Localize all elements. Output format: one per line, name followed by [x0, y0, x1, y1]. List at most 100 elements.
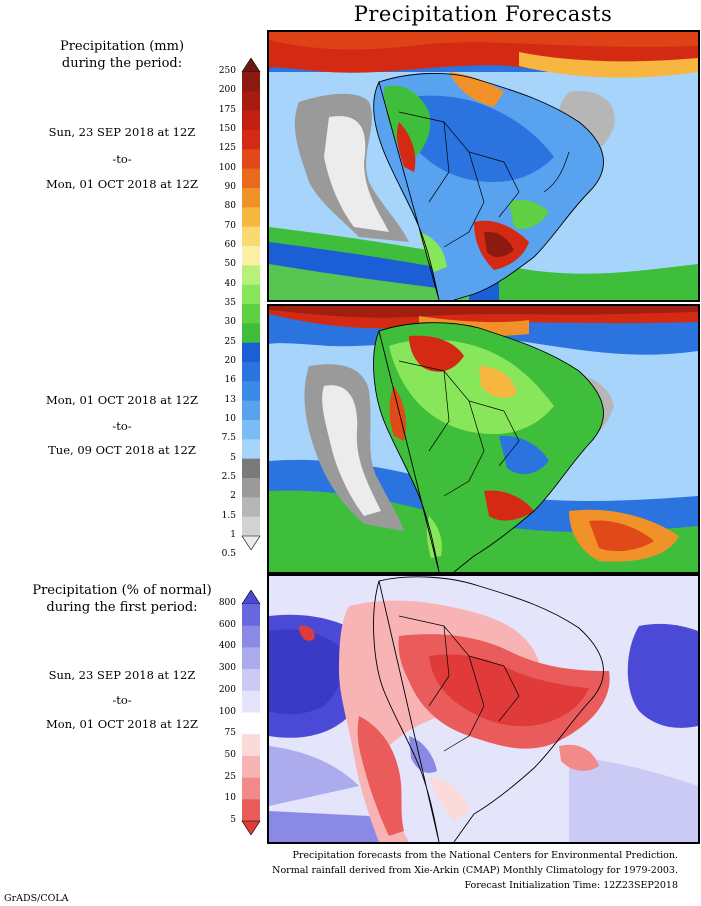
colorbar-tick-label: 40: [224, 278, 236, 289]
footer-climatology: Normal rainfall derived from Xie-Arkin (…: [272, 865, 678, 876]
colorbar-tick-label: 2: [230, 491, 236, 502]
colorbar-swatch: [242, 712, 260, 735]
colorbar-swatch: [242, 516, 260, 537]
percent-normal-map: [267, 574, 700, 844]
colorbar-tick-label: 50: [224, 749, 236, 760]
colorbar-tick-label: 2.5: [221, 472, 236, 482]
amount-legend-header: Precipitation (mm) during the period:: [22, 38, 222, 72]
colorbar-tick-label: 90: [224, 182, 236, 192]
colorbar-swatch: [242, 304, 260, 324]
colorbar-tick-label: 20: [224, 356, 236, 366]
normal-colorbar: [241, 590, 261, 835]
colorbar-tick-label: 100: [218, 706, 236, 717]
colorbar-tick-label: 0.5: [221, 549, 236, 560]
colorbar-tick-label: 5: [230, 815, 236, 825]
colorbar-swatch: [242, 323, 260, 343]
colorbar-tick-label: 175: [218, 104, 236, 115]
colorbar-max-arrow: [241, 58, 261, 73]
colorbar-swatch: [242, 130, 260, 150]
footer-source-ncep: Precipitation forecasts from the Nationa…: [292, 850, 679, 861]
precip-map-period1: [267, 30, 700, 302]
colorbar-swatch: [242, 284, 260, 305]
footer-init-time: Forecast Initialization Time: 12Z23SEP20…: [464, 880, 678, 891]
colorbar-swatch: [242, 439, 260, 459]
colorbar-swatch: [242, 458, 260, 479]
colorbar-tick-label: 25: [224, 336, 236, 347]
colorbar-tick-label: 10: [224, 414, 236, 424]
colorbar-swatch: [242, 497, 260, 517]
period2-sep: -to-: [112, 419, 132, 433]
normal-period-end: Mon, 01 OCT 2018 at 12Z: [46, 717, 198, 731]
colorbar-tick-label: 70: [224, 220, 236, 231]
colorbar-tick-label: 60: [224, 240, 236, 250]
colorbar-swatch: [242, 690, 260, 713]
colorbar-tick-label: 13: [224, 394, 236, 405]
colorbar-swatch: [242, 381, 260, 401]
normal-period-start: Sun, 23 SEP 2018 at 12Z: [48, 668, 196, 682]
amount-header-line2: during the period:: [61, 56, 183, 71]
colorbar-min-arrow: [241, 820, 261, 835]
normal-header-line2: during the first period:: [46, 600, 198, 615]
colorbar-swatch: [242, 799, 260, 822]
colorbar-tick-label: 30: [224, 317, 236, 328]
colorbar-swatch: [242, 625, 260, 648]
colorbar-swatch: [242, 342, 260, 363]
colorbar-tick-label: 150: [218, 124, 236, 134]
colorbar-tick-label: 100: [218, 162, 236, 173]
colorbar-swatch: [242, 362, 260, 382]
colorbar-swatch: [242, 72, 260, 92]
colorbar-tick-label: 1: [230, 530, 236, 540]
colorbar-tick-label: 35: [224, 298, 236, 308]
colorbar-tick-label: 250: [218, 66, 236, 76]
credit-label: GrADS/COLA: [4, 893, 69, 904]
colorbar-swatch: [242, 110, 260, 131]
colorbar-swatch: [242, 420, 260, 440]
period2-start: Mon, 01 OCT 2018 at 12Z: [46, 393, 198, 407]
colorbar-tick-label: 50: [224, 259, 236, 270]
page-title: Precipitation Forecasts: [353, 2, 613, 26]
colorbar-swatch: [242, 669, 260, 692]
period2-end: Tue, 09 OCT 2018 at 12Z: [48, 443, 196, 457]
colorbar-tick-label: 600: [218, 619, 236, 630]
colorbar-max-arrow: [241, 590, 261, 605]
colorbar-swatch: [242, 400, 260, 421]
colorbar-swatch: [242, 207, 260, 227]
colorbar-tick-label: 80: [224, 201, 236, 212]
period1-sep: -to-: [112, 152, 132, 166]
colorbar-tick-label: 1.5: [221, 510, 236, 521]
colorbar-tick-label: 200: [218, 85, 236, 96]
colorbar-swatch: [242, 149, 260, 169]
colorbar-tick-label: 25: [224, 771, 236, 782]
colorbar-min-arrow: [241, 535, 261, 550]
colorbar-swatch: [242, 226, 260, 247]
colorbar-tick-label: 125: [218, 143, 236, 154]
colorbar-swatch: [242, 265, 260, 285]
colorbar-swatch: [242, 647, 260, 670]
colorbar-swatch: [242, 246, 260, 266]
colorbar-tick-label: 10: [224, 793, 236, 804]
colorbar-tick-label: 300: [218, 663, 236, 674]
colorbar-swatch: [242, 168, 260, 189]
colorbar-swatch: [242, 478, 260, 498]
colorbar-swatch: [242, 188, 260, 208]
colorbar-tick-label: 200: [218, 684, 236, 695]
normal-header-line1: Precipitation (% of normal): [32, 583, 212, 598]
normal-period-sep: -to-: [112, 693, 132, 707]
colorbar-tick-label: 800: [218, 598, 236, 608]
colorbar-tick-label: 7.5: [221, 433, 236, 444]
colorbar-tick-label: 400: [218, 641, 236, 652]
colorbar-swatch: [242, 734, 260, 757]
colorbar-swatch: [242, 91, 260, 111]
colorbar-swatch: [242, 755, 260, 778]
colorbar-tick-label: 5: [230, 452, 236, 463]
colorbar-swatch: [242, 604, 260, 626]
period1-start: Sun, 23 SEP 2018 at 12Z: [48, 125, 196, 139]
amount-header-line1: Precipitation (mm): [59, 39, 185, 54]
colorbar-tick-label: 75: [224, 728, 236, 739]
colorbar-tick-label: 16: [224, 375, 236, 386]
precip-map-period2: [267, 304, 700, 574]
normal-legend-header: Precipitation (% of normal) during the f…: [22, 582, 222, 616]
colorbar-swatch: [242, 777, 260, 800]
amount-colorbar: [241, 58, 261, 550]
period1-end: Mon, 01 OCT 2018 at 12Z: [46, 177, 198, 191]
